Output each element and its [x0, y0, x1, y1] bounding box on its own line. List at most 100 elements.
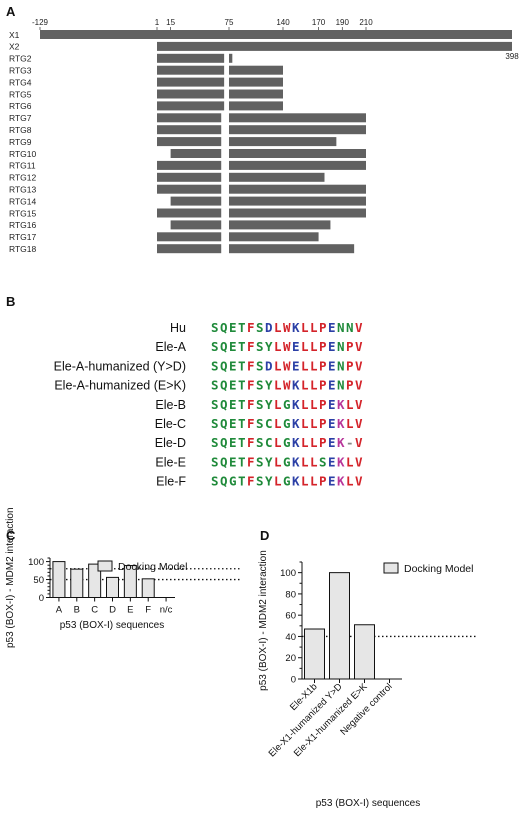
- y-tick-label: 0: [39, 593, 44, 604]
- residue: L: [274, 378, 282, 393]
- position-label: 210: [359, 18, 373, 27]
- residue: F: [247, 358, 255, 373]
- end-label: 398: [505, 52, 519, 61]
- residue: -: [346, 435, 354, 450]
- construct-label: RTG10: [9, 149, 37, 159]
- residue: E: [229, 378, 237, 393]
- construct-label: X1: [9, 30, 20, 40]
- residue: T: [238, 416, 246, 431]
- legend-label: Docking Model: [404, 563, 473, 575]
- sequence: SQETFSYLGKLLSEKLV: [211, 454, 363, 469]
- y-tick-label: 100: [28, 557, 44, 568]
- construct-label: X2: [9, 42, 20, 52]
- residue: V: [355, 435, 363, 450]
- residue: L: [310, 454, 318, 469]
- residue: K: [292, 454, 300, 469]
- residue: P: [319, 416, 327, 431]
- residue: G: [283, 435, 291, 450]
- construct-label: RTG9: [9, 137, 32, 147]
- residue: E: [229, 339, 237, 354]
- legend-label: Docking Model: [118, 561, 187, 573]
- residue: L: [274, 339, 282, 354]
- construct-segment: [157, 65, 225, 75]
- residue: V: [355, 358, 363, 373]
- x-tick-label: F: [145, 605, 151, 616]
- construct-segment: [157, 41, 512, 51]
- residue: E: [328, 454, 336, 469]
- residue: L: [274, 358, 282, 373]
- bar: [304, 628, 325, 680]
- construct-segment: [157, 89, 225, 99]
- residue: L: [301, 378, 309, 393]
- residue: E: [229, 416, 237, 431]
- x-tick-label: A: [56, 605, 63, 616]
- residue: L: [274, 435, 282, 450]
- residue: Y: [265, 378, 273, 393]
- residue: L: [274, 320, 282, 335]
- sequence-name: Ele-A: [155, 340, 186, 354]
- residue: L: [346, 454, 354, 469]
- sequence: SQGTFSYLGKLLPEKLV: [211, 474, 363, 489]
- panel-letter-b: B: [6, 294, 15, 309]
- residue: V: [355, 397, 363, 412]
- residue: L: [310, 358, 318, 373]
- sequence: SQETFSCLGKLLPEK-V: [211, 435, 363, 450]
- bar: [106, 576, 119, 599]
- construct-segment: [157, 101, 225, 111]
- construct-segment: [229, 244, 355, 254]
- residue: F: [247, 416, 255, 431]
- residue: N: [346, 320, 354, 335]
- sequence: SQETFSYLGKLLPEKLV: [211, 397, 363, 412]
- x-tick-label: D: [109, 605, 116, 616]
- y-axis-label: p53 (BOX-I) - MDM2 interaction: [5, 507, 16, 648]
- construct-segment: [157, 53, 225, 63]
- residue: L: [310, 320, 318, 335]
- residue: S: [256, 358, 264, 373]
- legend-swatch: [97, 560, 113, 572]
- sequence-name: Ele-F: [156, 475, 186, 489]
- residue: S: [256, 320, 264, 335]
- residue: L: [346, 397, 354, 412]
- residue: F: [247, 474, 255, 489]
- construct-segment: [229, 232, 319, 242]
- y-tick-label: 20: [285, 653, 296, 664]
- x-tick-label: B: [74, 605, 80, 616]
- construct-label: RTG5: [9, 89, 32, 99]
- position-label: 75: [225, 18, 234, 27]
- legend-swatch: [383, 562, 399, 574]
- residue: L: [274, 454, 282, 469]
- residue: L: [310, 397, 318, 412]
- construct-segment: [170, 196, 222, 206]
- sequence: SQETFSCLGKLLPEKLV: [211, 416, 363, 431]
- bar: [329, 572, 350, 680]
- residue: W: [283, 358, 291, 373]
- construct-segment: [229, 89, 283, 99]
- bar: [354, 624, 375, 680]
- sequence-name: Ele-C: [155, 417, 186, 431]
- y-tick-label: 40: [285, 632, 296, 643]
- x-axis-label: p53 (BOX-I) sequences: [316, 798, 421, 809]
- construct-label: RTG6: [9, 101, 32, 111]
- residue: K: [292, 416, 300, 431]
- construct-label: RTG2: [9, 54, 32, 64]
- construct-label: RTG7: [9, 113, 32, 123]
- sequence-name: Ele-D: [155, 436, 186, 450]
- construct-segment: [229, 196, 366, 206]
- sequence: SQETFSYLWKLLPENPV: [211, 378, 363, 393]
- residue: E: [328, 378, 336, 393]
- construct-segment: [229, 149, 366, 158]
- residue: P: [319, 435, 327, 450]
- residue: E: [292, 339, 300, 354]
- residue: S: [256, 474, 264, 489]
- bar: [52, 561, 66, 598]
- residue: T: [238, 378, 246, 393]
- construct-label: RTG15: [9, 208, 37, 218]
- y-tick-label: 100: [280, 568, 296, 579]
- construct-segment: [229, 113, 366, 123]
- residue: S: [211, 320, 219, 335]
- residue: L: [301, 474, 309, 489]
- panel-letter-d: D: [260, 528, 269, 543]
- residue: L: [346, 474, 354, 489]
- residue: E: [229, 320, 237, 335]
